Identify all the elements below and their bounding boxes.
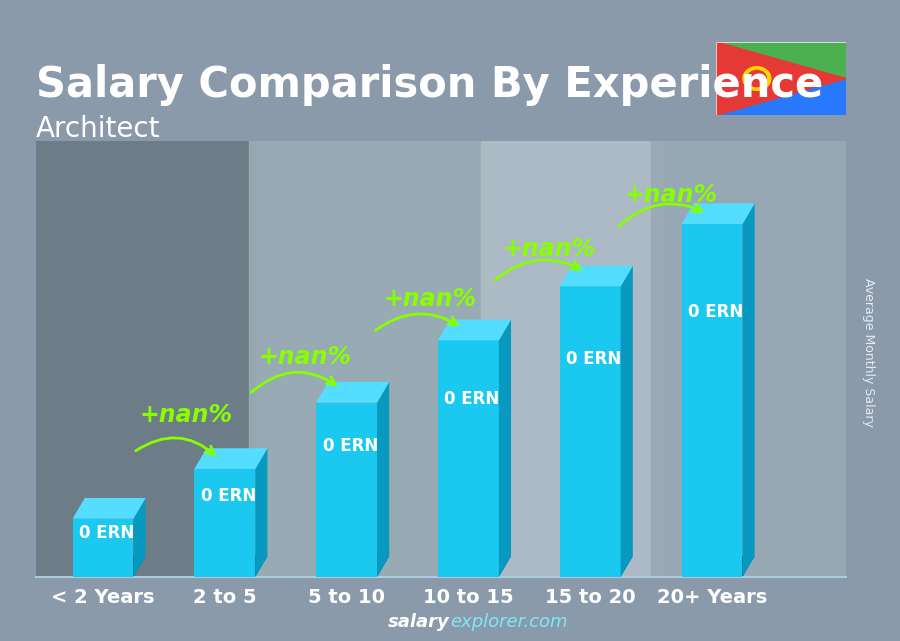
Polygon shape bbox=[681, 224, 742, 577]
Text: +nan%: +nan% bbox=[502, 237, 596, 262]
Circle shape bbox=[742, 67, 770, 90]
FancyArrowPatch shape bbox=[375, 314, 457, 330]
Text: +nan%: +nan% bbox=[383, 287, 476, 312]
Polygon shape bbox=[316, 382, 389, 403]
Polygon shape bbox=[716, 42, 846, 115]
Polygon shape bbox=[742, 203, 754, 577]
Polygon shape bbox=[194, 469, 256, 577]
Text: +nan%: +nan% bbox=[140, 403, 233, 428]
Bar bbox=[481, 121, 663, 597]
Bar bbox=[651, 121, 895, 597]
Polygon shape bbox=[133, 498, 146, 577]
Text: Architect: Architect bbox=[36, 115, 160, 144]
Bar bbox=[249, 121, 493, 597]
Text: 0 ERN: 0 ERN bbox=[688, 303, 743, 321]
Polygon shape bbox=[194, 448, 267, 469]
Circle shape bbox=[747, 71, 767, 87]
Polygon shape bbox=[377, 382, 389, 577]
FancyArrowPatch shape bbox=[136, 438, 214, 454]
Polygon shape bbox=[560, 265, 633, 287]
Polygon shape bbox=[256, 448, 267, 577]
FancyArrowPatch shape bbox=[619, 204, 702, 226]
Polygon shape bbox=[438, 340, 499, 577]
FancyArrowPatch shape bbox=[495, 260, 580, 280]
Polygon shape bbox=[560, 287, 621, 577]
Polygon shape bbox=[716, 79, 846, 115]
Polygon shape bbox=[621, 265, 633, 577]
Bar bbox=[36, 121, 256, 597]
Polygon shape bbox=[316, 556, 389, 577]
Polygon shape bbox=[194, 556, 267, 577]
Polygon shape bbox=[716, 42, 846, 79]
Polygon shape bbox=[681, 203, 754, 224]
Polygon shape bbox=[438, 556, 511, 577]
Polygon shape bbox=[316, 403, 377, 577]
Text: +nan%: +nan% bbox=[259, 345, 352, 369]
Text: salary: salary bbox=[388, 613, 450, 631]
Polygon shape bbox=[499, 319, 511, 577]
Text: 0 ERN: 0 ERN bbox=[445, 390, 500, 408]
Text: +nan%: +nan% bbox=[625, 183, 717, 208]
Text: Average Monthly Salary: Average Monthly Salary bbox=[862, 278, 875, 427]
Polygon shape bbox=[73, 498, 146, 519]
Polygon shape bbox=[681, 556, 754, 577]
Polygon shape bbox=[73, 556, 146, 577]
Text: 0 ERN: 0 ERN bbox=[79, 524, 134, 542]
Text: Salary Comparison By Experience: Salary Comparison By Experience bbox=[36, 64, 824, 106]
Text: explorer.com: explorer.com bbox=[450, 613, 568, 631]
Polygon shape bbox=[73, 519, 133, 577]
Text: 0 ERN: 0 ERN bbox=[322, 437, 378, 455]
Polygon shape bbox=[438, 319, 511, 340]
Polygon shape bbox=[560, 556, 633, 577]
FancyArrowPatch shape bbox=[251, 372, 336, 392]
Text: 0 ERN: 0 ERN bbox=[566, 350, 622, 368]
Text: 0 ERN: 0 ERN bbox=[201, 487, 256, 505]
